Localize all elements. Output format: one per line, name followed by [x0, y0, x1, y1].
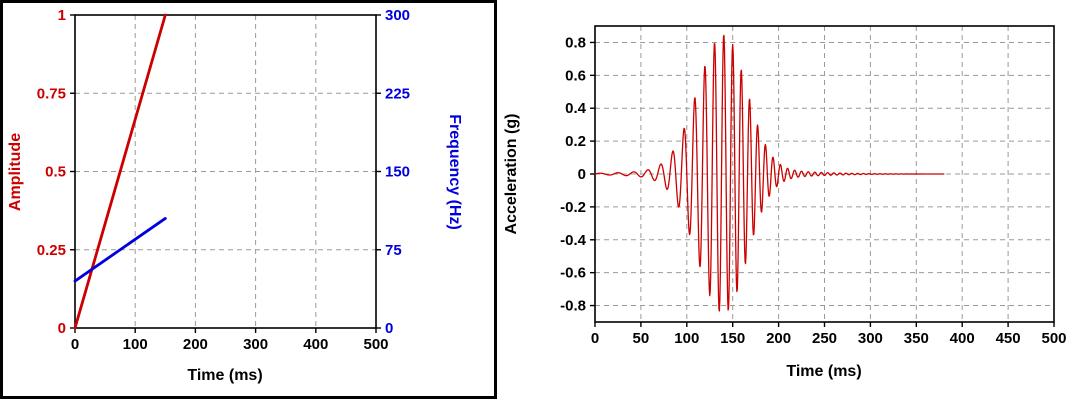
- y-tick-label: -0.6: [560, 265, 586, 282]
- x-tick-label: 200: [183, 336, 208, 353]
- y-tick-label: -0.8: [560, 298, 586, 315]
- amplitude-axis-title: Amplitude: [7, 133, 24, 211]
- x-tick-label: 300: [858, 330, 883, 347]
- y-tick-label: 0.4: [565, 100, 587, 117]
- x-tick-label: 100: [674, 330, 699, 347]
- x-tick-label: 250: [812, 330, 837, 347]
- series-frequency-sweep: [73, 217, 167, 283]
- y-tick-label: 0.75: [37, 85, 66, 102]
- y-tick-label: 0.6: [565, 67, 586, 84]
- y-tick-label: 1: [58, 7, 66, 24]
- x-tick-label: 500: [1041, 330, 1066, 347]
- y-tick-label: 0.2: [565, 133, 586, 150]
- series-wavelet-burst: [594, 34, 945, 312]
- x-tick-label: 400: [303, 336, 328, 353]
- y-tick-label: 0.25: [37, 242, 66, 259]
- y2-tick-label: 75: [385, 242, 402, 259]
- y-tick-label: 0: [58, 320, 66, 337]
- y-tick-label: 0.5: [45, 164, 66, 181]
- acceleration-time-chart-panel: Acceleration (g) Time (ms) 0 50 100 150 200 2…: [500, 0, 1086, 405]
- x-tick-label: 150: [720, 330, 745, 347]
- time-axis-title-right: Time (ms): [786, 363, 861, 380]
- x-tick-label: 350: [904, 330, 929, 347]
- x-tick-label: 100: [123, 336, 148, 353]
- x-tick-label: 0: [71, 336, 79, 353]
- x-tick-label: 450: [996, 330, 1021, 347]
- acceleration-axis-title: Acceleration (g): [503, 114, 520, 235]
- frequency-axis-title: Frequency (Hz): [446, 114, 463, 230]
- amplitude-frequency-chart: Amplitude Frequency (Hz) Time (ms) 0 100 2…: [7, 7, 463, 384]
- x-tick-label: 200: [766, 330, 791, 347]
- y-tick-label: 0: [578, 166, 586, 183]
- amplitude-frequency-chart-panel: Amplitude Frequency (Hz) Time (ms) 0 100 2…: [0, 0, 497, 399]
- x-tick-label: 0: [591, 330, 599, 347]
- y-tick-label: -0.4: [560, 232, 587, 249]
- x-tick-label: 300: [243, 336, 268, 353]
- time-axis-title-left: Time (ms): [187, 367, 262, 384]
- y-tick-label: -0.2: [560, 199, 586, 216]
- y2-tick-label: 300: [385, 7, 410, 24]
- y2-tick-label: 0: [385, 320, 393, 337]
- x-tick-label: 400: [950, 330, 975, 347]
- y2-tick-label: 225: [385, 85, 410, 102]
- x-tick-label: 50: [633, 330, 650, 347]
- y2-tick-label: 150: [385, 164, 410, 181]
- series-amplitude-ramp: [73, 13, 167, 330]
- y-tick-label: 0.8: [565, 34, 586, 51]
- x-tick-label: 500: [363, 336, 388, 353]
- acceleration-time-chart: Acceleration (g) Time (ms) 0 50 100 150 200 2…: [503, 25, 1067, 380]
